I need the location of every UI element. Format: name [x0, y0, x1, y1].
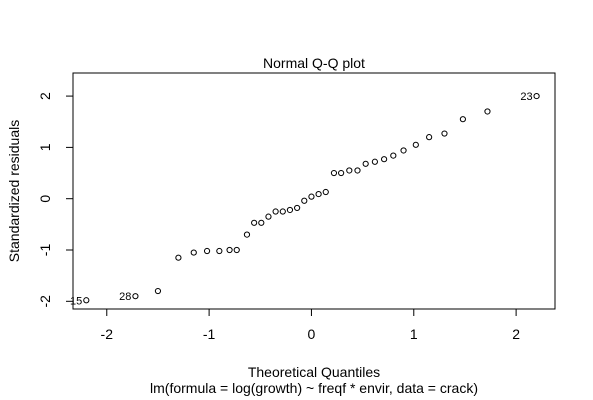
- data-point: [390, 152, 397, 159]
- data-point: [533, 92, 540, 100]
- data-point: [190, 249, 197, 256]
- y-tick-label: 0: [37, 195, 53, 203]
- data-point: [346, 167, 353, 174]
- y-tick-label: 1: [37, 143, 53, 151]
- y-axis: -2 -1 0 1 2: [37, 92, 74, 308]
- data-point: [301, 197, 308, 204]
- data-point: [233, 246, 240, 254]
- data-point: [362, 160, 369, 167]
- plot-frame: [72, 72, 556, 310]
- data-point: [371, 158, 378, 165]
- data-point: [258, 219, 265, 226]
- y-axis-label: Standardized residuals: [6, 120, 22, 262]
- data-point: [279, 208, 286, 215]
- x-tick-label: 2: [512, 326, 520, 342]
- data-point: [412, 141, 419, 148]
- data-point: [426, 134, 433, 141]
- data-point: [380, 156, 388, 163]
- y-tick-label: -1: [37, 244, 53, 257]
- data-point: [216, 247, 223, 255]
- point-label: 23: [520, 91, 532, 103]
- data-point: [203, 247, 211, 255]
- data-point: [330, 169, 338, 177]
- data-point: [294, 204, 301, 212]
- data-point: [322, 188, 329, 196]
- data-point: [354, 167, 361, 174]
- point-label: 15: [70, 295, 82, 307]
- data-point: [83, 297, 90, 304]
- data-points: [83, 92, 540, 304]
- data-point: [175, 254, 182, 261]
- data-point: [484, 108, 491, 115]
- data-point: [308, 193, 315, 200]
- data-point: [251, 219, 258, 226]
- y-tick-label: -2: [37, 295, 53, 308]
- data-point: [400, 147, 407, 154]
- chart-title: Normal Q-Q plot: [263, 55, 365, 71]
- x-axis-label: Theoretical Quantiles: [248, 364, 380, 380]
- x-tick-label: 1: [410, 326, 418, 342]
- point-label: 28: [119, 291, 131, 303]
- x-tick-label: -1: [203, 326, 216, 342]
- data-point: [243, 231, 251, 238]
- point-labels: 15 28 23: [70, 91, 533, 307]
- data-point: [286, 206, 294, 214]
- data-point: [459, 116, 466, 123]
- data-point: [154, 287, 162, 295]
- x-axis: -2 -1 0 1 2: [101, 308, 520, 342]
- data-point: [272, 208, 279, 215]
- data-point: [132, 293, 139, 300]
- data-point: [441, 130, 448, 137]
- chart-subtitle: lm(formula = log(growth) ~ freqf * envir…: [150, 380, 478, 396]
- data-point: [265, 213, 272, 220]
- data-point: [315, 190, 322, 198]
- y-tick-label: 2: [37, 92, 53, 100]
- x-tick-label: -2: [101, 326, 114, 342]
- x-tick-label: 0: [308, 326, 316, 342]
- data-point: [338, 169, 345, 177]
- data-point: [226, 246, 233, 254]
